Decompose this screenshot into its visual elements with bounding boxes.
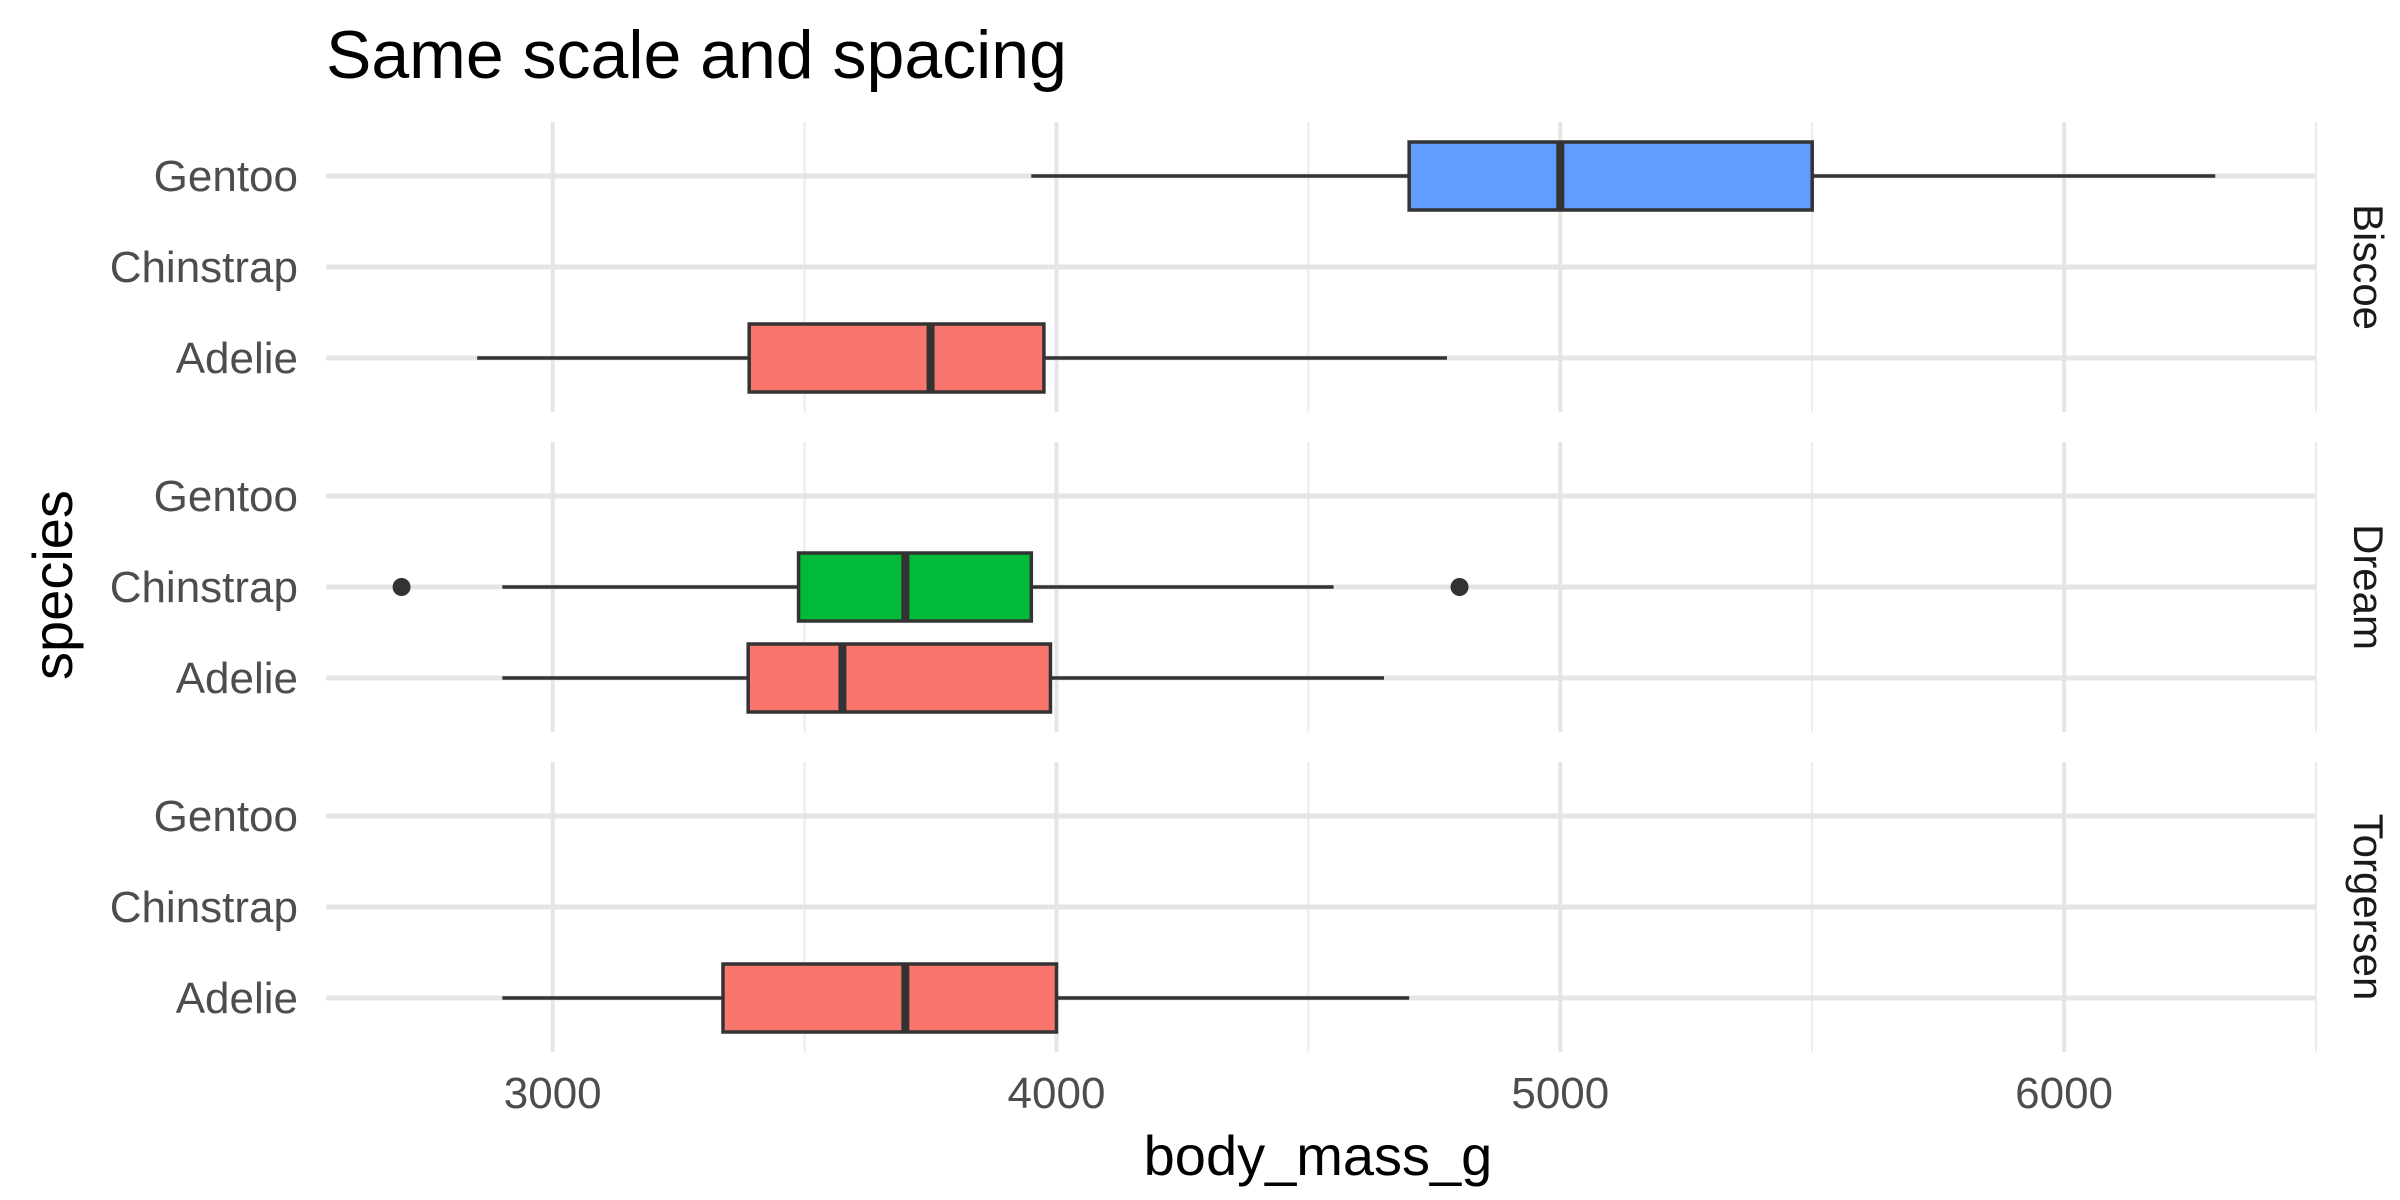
y-tick-label: Adelie bbox=[176, 974, 298, 1023]
y-tick-label: Adelie bbox=[176, 334, 298, 383]
x-tick-label: 3000 bbox=[504, 1069, 602, 1118]
outlier-point bbox=[392, 578, 411, 596]
x-tick-label: 5000 bbox=[1511, 1069, 1609, 1118]
box-adelie-torgersen bbox=[502, 962, 1410, 1034]
box-adelie-dream bbox=[502, 642, 1384, 714]
y-axis-title: species bbox=[21, 490, 84, 680]
facet-strip-label: Torgersen bbox=[2345, 814, 2392, 1001]
facet-panel-biscoe: Gentoo Chinstrap Adelie Biscoe bbox=[110, 122, 2392, 412]
y-tick-label: Chinstrap bbox=[110, 243, 298, 292]
chart-title: Same scale and spacing bbox=[326, 17, 1067, 93]
facet-strip-label: Biscoe bbox=[2345, 204, 2392, 330]
x-axis: 3000 4000 5000 6000 bbox=[504, 1069, 2113, 1118]
y-tick-label: Gentoo bbox=[154, 152, 298, 201]
box-iqr bbox=[746, 642, 1053, 714]
outlier-point bbox=[1450, 578, 1469, 596]
facet-panel-dream: Gentoo Chinstrap Adelie Dream bbox=[110, 442, 2392, 732]
facet-panel-torgersen: Gentoo Chinstrap Adelie Torgersen bbox=[110, 762, 2392, 1052]
y-tick-label: Chinstrap bbox=[110, 563, 298, 612]
x-axis-title: body_mass_g bbox=[1144, 1124, 1493, 1187]
facet-strip-label: Dream bbox=[2345, 524, 2392, 650]
box-iqr bbox=[721, 962, 1059, 1034]
box-iqr bbox=[1407, 140, 1814, 212]
y-tick-label: Gentoo bbox=[154, 472, 298, 521]
box-iqr bbox=[747, 322, 1046, 394]
box-chinstrap-dream bbox=[392, 551, 1469, 623]
x-tick-label: 6000 bbox=[2015, 1069, 2113, 1118]
box-iqr bbox=[796, 551, 1034, 623]
y-tick-label: Adelie bbox=[176, 654, 298, 703]
y-tick-label: Gentoo bbox=[154, 792, 298, 841]
box-gentoo-biscoe bbox=[1031, 140, 2216, 212]
y-tick-label: Chinstrap bbox=[110, 883, 298, 932]
facet-panels: Gentoo Chinstrap Adelie Biscoe Gentoo Chinstr… bbox=[110, 122, 2392, 1052]
box-adelie-biscoe bbox=[477, 322, 1447, 394]
x-tick-label: 4000 bbox=[1008, 1069, 1106, 1118]
